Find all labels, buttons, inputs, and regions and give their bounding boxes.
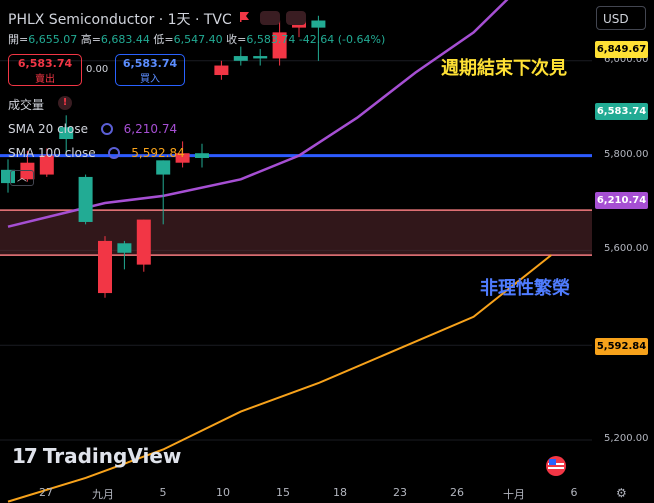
candle-body	[311, 20, 326, 28]
candle-body	[59, 127, 74, 140]
sell-label: 賣出	[35, 74, 55, 85]
buy-label: 買入	[140, 74, 160, 85]
refresh-icon[interactable]	[107, 146, 121, 160]
candle-body	[1, 169, 15, 184]
high-label: 高=	[80, 33, 101, 46]
y-tick-label: 5,800.00	[604, 148, 649, 160]
symbol-title[interactable]: PHLX Semiconductor · 1天 · TVC	[8, 12, 232, 28]
candle-body	[156, 160, 171, 175]
x-tick-label: 10	[216, 486, 230, 499]
y-tick-label: 6,000.00	[604, 53, 649, 65]
x-tick-label: 15	[276, 486, 290, 499]
candle-body	[195, 153, 209, 158]
x-tick-label: 九月	[92, 488, 114, 501]
weekly-close-annotation: 週期結束下次見	[441, 58, 567, 79]
candle-body	[253, 56, 268, 59]
resistance-tag: 6,849.67	[595, 41, 648, 58]
open-label: 開=	[8, 33, 29, 46]
low-value: 6,547.40	[173, 33, 223, 46]
ohlc-readout: 開=6,655.07 高=6,683.44 低=6,547.40 收=6,583…	[8, 31, 385, 47]
low-label: 低=	[153, 33, 174, 46]
candle-body	[214, 65, 229, 76]
candle-body	[136, 219, 151, 265]
sma20-legend[interactable]: SMA 20 close 6,210.74	[8, 122, 177, 136]
candle-body	[98, 240, 112, 294]
x-tick-label: 6	[570, 486, 578, 499]
sma100-value: 5,592.84	[131, 146, 185, 160]
sma100-line	[7, 254, 552, 503]
candle-body	[39, 155, 54, 175]
open-value: 6,655.07	[28, 33, 78, 46]
high-value: 6,683.44	[100, 33, 150, 46]
collapse-legend-button[interactable]: ︿	[10, 170, 34, 186]
x-tick-label: 27	[39, 486, 53, 499]
candle-body	[175, 153, 190, 163]
gear-icon[interactable]: ⚙	[616, 486, 627, 500]
sell-button[interactable]: 6,583.74 賣出	[8, 54, 82, 86]
buy-price: 6,583.74	[122, 57, 178, 70]
candle-body	[78, 176, 93, 222]
y-tick-label: 5,200.00	[604, 433, 649, 444]
last-price-tag: 6,583.74	[595, 103, 648, 120]
us-flag-icon[interactable]	[545, 455, 567, 477]
sell-price: 6,583.74	[17, 57, 73, 70]
spread-value: 0.00	[86, 64, 109, 75]
candle-body	[117, 243, 132, 253]
close-label: 收=	[226, 33, 247, 46]
sma20-value: 6,210.74	[123, 122, 178, 136]
warning-icon[interactable]: !	[58, 96, 72, 110]
candle-body	[233, 56, 248, 61]
x-tick-label: 23	[393, 486, 407, 499]
buy-button[interactable]: 6,583.74 買入	[115, 54, 185, 86]
eye-toggle-icon[interactable]	[260, 11, 280, 25]
red-flag-icon[interactable]	[240, 12, 250, 22]
close-value: 6,583.74	[246, 33, 296, 46]
candle-body	[20, 162, 35, 180]
currency-select[interactable]: USD	[596, 6, 646, 30]
x-tick-label: 26	[450, 486, 464, 499]
change-value: -42.64 (-0.64%)	[298, 33, 386, 46]
x-tick-label: 5	[159, 486, 167, 499]
sma100-legend[interactable]: SMA 100 close 5,592.84	[8, 146, 185, 160]
wave-toggle-icon[interactable]	[286, 11, 306, 25]
y-tick-label: 5,600.00	[604, 243, 649, 255]
irrational-annotation: 非理性繁榮	[480, 278, 570, 299]
x-tick-label: 18	[333, 486, 347, 499]
refresh-icon[interactable]	[100, 122, 114, 136]
volume-legend[interactable]: 成交量	[8, 98, 45, 112]
tradingview-logo[interactable]: 17 TradingView	[12, 444, 181, 468]
sma100-tag: 5,592.84	[595, 338, 648, 355]
sma20-label: SMA 20 close	[8, 122, 88, 136]
branding-text: TradingView	[42, 444, 182, 468]
candle-body	[272, 32, 287, 59]
x-tick-label: 十月	[503, 488, 525, 501]
sma100-label: SMA 100 close	[8, 146, 96, 160]
sma20-tag: 6,210.74	[595, 192, 648, 209]
tv-icon: 17	[12, 444, 38, 468]
